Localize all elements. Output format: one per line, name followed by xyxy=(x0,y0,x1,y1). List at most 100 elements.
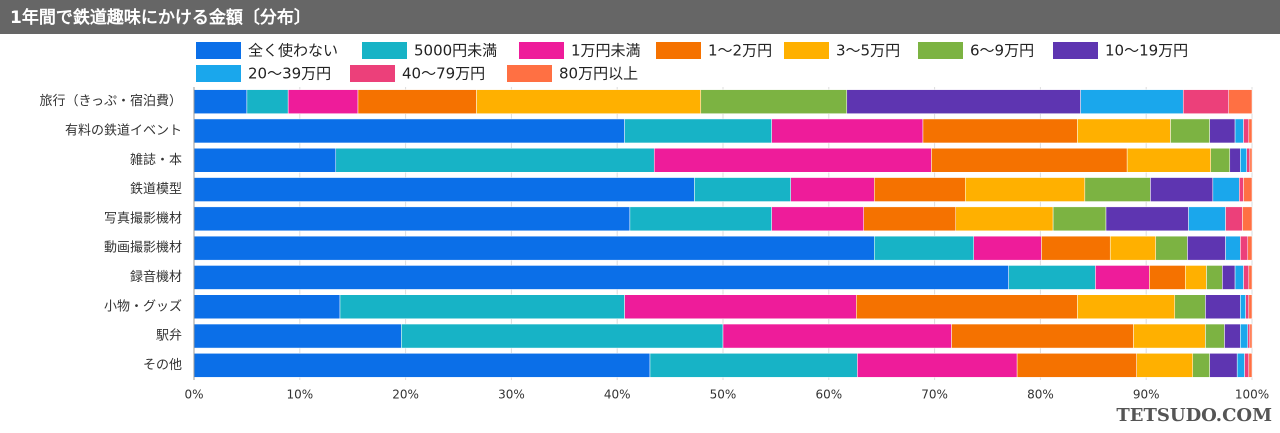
bar-segment xyxy=(1248,353,1253,378)
bar-segment xyxy=(1205,323,1225,349)
legend-label: 全く使わない xyxy=(248,42,338,60)
bar-segment xyxy=(1174,294,1206,319)
bar-segment xyxy=(1225,206,1243,232)
bar-segment xyxy=(1209,118,1236,144)
bar-segment xyxy=(1245,294,1250,319)
bar-segment xyxy=(193,353,651,378)
bar-segment xyxy=(1133,323,1206,349)
bar-segment xyxy=(1209,353,1238,378)
bar-segment xyxy=(1095,265,1150,290)
y-tick-label: 旅行（きっぷ・宿泊費） xyxy=(40,93,182,109)
bar-segment xyxy=(1229,148,1241,173)
legend-label: 1〜2万円 xyxy=(708,42,772,60)
legend-swatch xyxy=(507,65,552,82)
bar-segment xyxy=(1077,294,1176,319)
legend-label: 80万円以上 xyxy=(559,65,638,83)
x-tick-label: 20% xyxy=(392,388,419,402)
bar-segment xyxy=(1150,177,1214,202)
header-bar xyxy=(0,0,1280,34)
bar-segment xyxy=(973,235,1042,261)
x-tick-label: 0% xyxy=(184,388,203,402)
bar-segment xyxy=(722,323,952,349)
bar-segment xyxy=(1084,177,1151,202)
bar-segment xyxy=(1052,206,1107,232)
bar-segment xyxy=(193,177,695,202)
bar-segment xyxy=(193,323,402,349)
bar-segment xyxy=(857,353,1018,378)
bar-segment xyxy=(1247,323,1251,349)
y-tick-label: 動画撮影機材 xyxy=(104,240,182,256)
bar-segment xyxy=(1016,353,1137,378)
bar-segment xyxy=(1182,89,1229,114)
bar-segment xyxy=(1126,148,1211,173)
bar-segment xyxy=(246,89,289,114)
legend-label: 20〜39万円 xyxy=(248,65,331,83)
y-tick-label: 駅弁 xyxy=(156,329,182,344)
bar-segment xyxy=(629,206,772,232)
chart-title: 1年間で鉄道趣味にかける金額〔分布〕 xyxy=(10,7,311,28)
bar-segment xyxy=(1109,235,1156,261)
y-tick-label: その他 xyxy=(143,358,182,373)
bar-segment xyxy=(1149,265,1186,290)
bar-segment xyxy=(193,89,248,114)
bar-segment xyxy=(1248,294,1253,319)
legend-label: 10〜19万円 xyxy=(1105,42,1188,60)
bar-segment xyxy=(1249,323,1253,349)
bar-segment xyxy=(846,89,1081,114)
bar-segment xyxy=(193,235,875,261)
bar-segment xyxy=(357,89,477,114)
bar-segment xyxy=(1236,353,1245,378)
bar-segment xyxy=(287,89,359,114)
bar-segment xyxy=(694,177,791,202)
legend-label: 1万円未満 xyxy=(571,42,641,60)
legend-swatch xyxy=(1053,42,1098,59)
bar-segment xyxy=(1080,89,1184,114)
bar-segment xyxy=(1170,118,1210,144)
bar-segment xyxy=(1188,206,1226,232)
bar-segment xyxy=(874,177,966,202)
bar-segment xyxy=(624,118,772,144)
bar-segment xyxy=(1206,265,1223,290)
legend-label: 6〜9万円 xyxy=(970,42,1034,60)
legend-swatch xyxy=(656,42,701,59)
bar-segment xyxy=(1205,294,1241,319)
bar-segment xyxy=(1234,265,1244,290)
bar-segment xyxy=(1228,89,1253,114)
y-tick-label: 写真撮影機材 xyxy=(104,210,182,226)
y-tick-label: 有料の鉄道イベント xyxy=(65,123,182,138)
x-tick-label: 90% xyxy=(1133,388,1160,402)
bar-segment xyxy=(931,148,1128,173)
legend-label: 40〜79万円 xyxy=(402,65,485,83)
bar-segment xyxy=(193,118,625,144)
bar-segment xyxy=(771,206,864,232)
y-tick-label: 録音機材 xyxy=(130,269,182,285)
bar-segment xyxy=(1136,353,1194,378)
bar-segment xyxy=(1243,118,1250,144)
legend-swatch xyxy=(362,42,407,59)
bar-segment xyxy=(1244,353,1250,378)
bar-segment xyxy=(1187,235,1226,261)
bar-segment xyxy=(193,148,337,173)
bar-segment xyxy=(1008,265,1096,290)
bar-segment xyxy=(1248,265,1253,290)
x-tick-label: 50% xyxy=(710,388,737,402)
x-tick-label: 40% xyxy=(604,388,631,402)
bar-segment xyxy=(193,294,341,319)
legend-swatch xyxy=(196,42,241,59)
bar-segment xyxy=(653,148,932,173)
bar-segment xyxy=(1240,148,1247,173)
x-tick-label: 80% xyxy=(1027,388,1054,402)
bar-segment xyxy=(1240,235,1249,261)
x-tick-label: 70% xyxy=(921,388,948,402)
bar-segment xyxy=(863,206,957,232)
bar-segment xyxy=(1246,148,1251,173)
bar-segment xyxy=(1234,118,1244,144)
x-tick-label: 100% xyxy=(1235,388,1269,402)
bar-segment xyxy=(856,294,1078,319)
x-tick-label: 60% xyxy=(815,388,842,402)
y-tick-label: 雑誌・本 xyxy=(130,152,182,168)
bar-segment xyxy=(339,294,625,319)
bar-segment xyxy=(1212,177,1240,202)
bar-segment xyxy=(771,118,924,144)
legend-label: 3〜5万円 xyxy=(836,42,900,60)
